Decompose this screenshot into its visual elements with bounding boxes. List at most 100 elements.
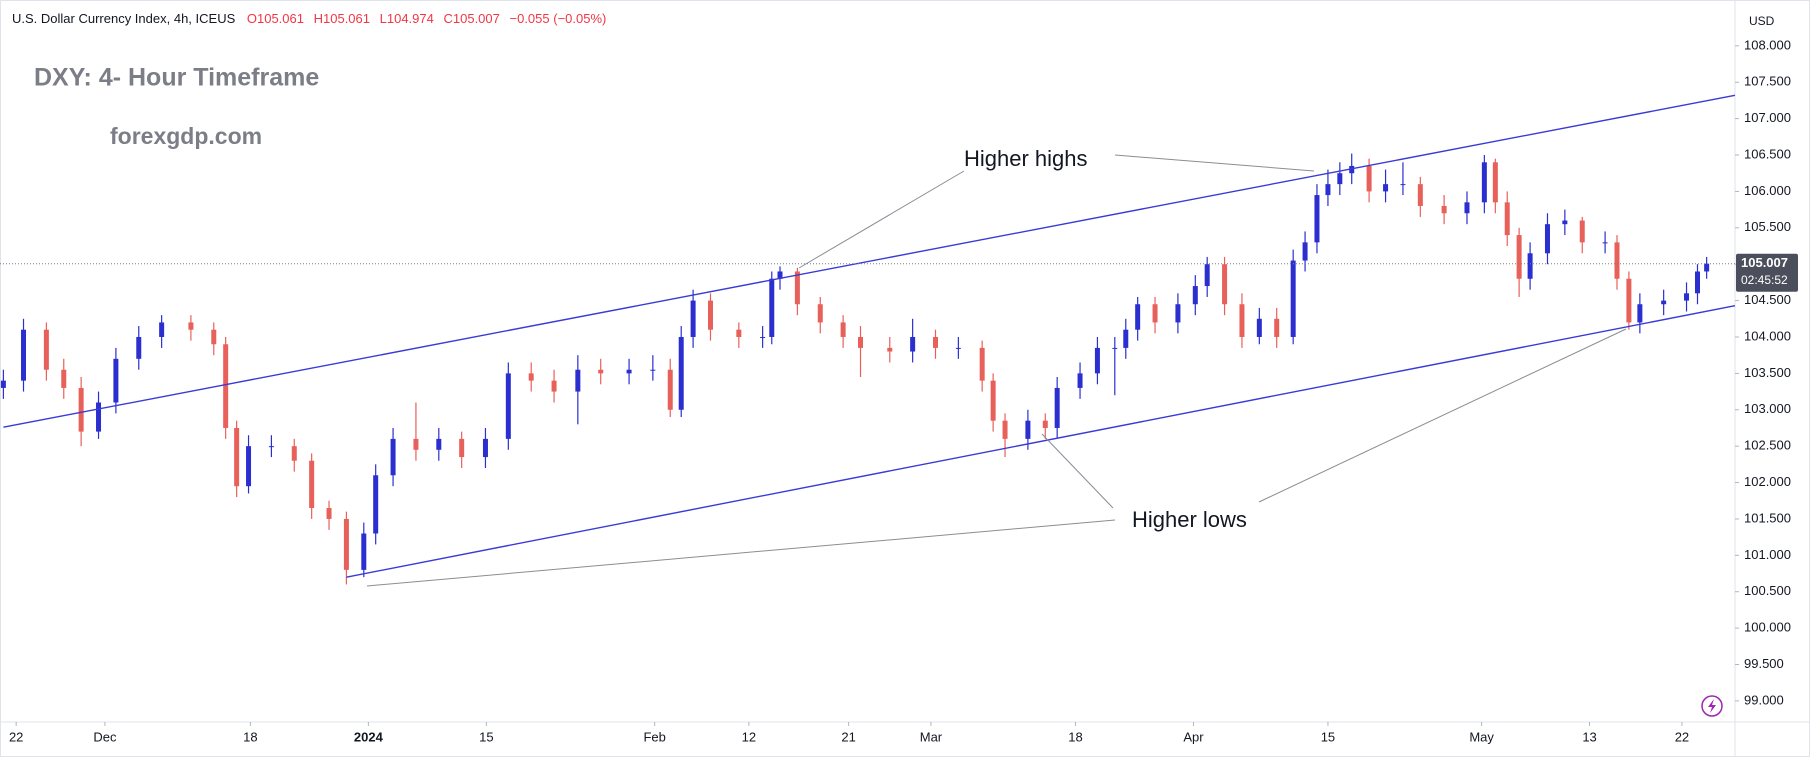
candle-body bbox=[955, 347, 961, 349]
candle-body bbox=[211, 329, 217, 345]
candle-body bbox=[309, 460, 315, 509]
candle-body bbox=[1290, 260, 1296, 337]
y-tick-label: 99.000 bbox=[1744, 692, 1784, 707]
candle-body bbox=[990, 380, 996, 421]
candle-body bbox=[0, 380, 6, 388]
candle-body bbox=[43, 329, 49, 370]
y-tick-label: 105.500 bbox=[1744, 219, 1791, 234]
candle-body bbox=[1314, 195, 1320, 243]
annotation: Higher lows bbox=[1132, 507, 1247, 532]
ohlc-value: L104.974 bbox=[380, 11, 434, 26]
candle-body bbox=[1661, 300, 1667, 305]
pointer-line bbox=[1258, 328, 1627, 503]
pointer-line bbox=[1041, 433, 1114, 509]
candle-body bbox=[373, 475, 379, 534]
candle-body bbox=[291, 446, 297, 461]
candle-body bbox=[1544, 224, 1550, 254]
candle-body bbox=[246, 446, 252, 487]
ohlc-value: H105.061 bbox=[314, 11, 370, 26]
y-tick-label: 107.000 bbox=[1744, 110, 1791, 125]
candle-body bbox=[1684, 293, 1690, 301]
candle-body bbox=[1614, 242, 1620, 279]
x-tick-label: 13 bbox=[1582, 729, 1596, 744]
pointer-line bbox=[1114, 154, 1315, 172]
candle-body bbox=[159, 322, 165, 337]
candle-body bbox=[1492, 162, 1498, 203]
candle-body bbox=[1626, 278, 1632, 323]
candle-body bbox=[528, 373, 534, 381]
candle-body bbox=[1464, 202, 1470, 214]
candle-body bbox=[678, 336, 684, 410]
currency-label: USD bbox=[1749, 14, 1775, 28]
y-tick-label: 104.500 bbox=[1744, 292, 1791, 307]
candle-body bbox=[234, 427, 240, 487]
candle-body bbox=[933, 336, 939, 348]
y-tick-label: 102.500 bbox=[1744, 438, 1791, 453]
candle-body bbox=[1516, 235, 1522, 279]
last-price-box bbox=[1736, 253, 1798, 292]
marks bbox=[0, 94, 1736, 585]
y-tick-label: 102.000 bbox=[1744, 474, 1791, 489]
candle-body bbox=[1204, 264, 1210, 287]
x-tick-label: May bbox=[1469, 729, 1494, 744]
ohlc-value: O105.061 bbox=[247, 11, 304, 26]
x-tick-label: 21 bbox=[841, 729, 855, 744]
overlay-title: DXY: 4- Hour Timeframe bbox=[34, 64, 319, 92]
x-tick-label: 15 bbox=[479, 729, 493, 744]
y-tick-label: 107.500 bbox=[1744, 74, 1791, 89]
y-tick-label: 103.500 bbox=[1744, 365, 1791, 380]
y-tick-label: 104.000 bbox=[1744, 328, 1791, 343]
candle-body bbox=[769, 278, 775, 337]
candle-body bbox=[1123, 329, 1129, 348]
candle-body bbox=[326, 508, 332, 519]
candle-body bbox=[794, 271, 800, 305]
x-tick-label: 22 bbox=[1675, 729, 1689, 744]
candle-body bbox=[136, 336, 142, 359]
candle-body bbox=[575, 369, 581, 392]
candle-body bbox=[1054, 387, 1060, 428]
symbol-title: U.S. Dollar Currency Index, 4h, ICEUS bbox=[12, 11, 236, 26]
candle-body bbox=[1637, 304, 1643, 323]
candle-body bbox=[113, 358, 119, 403]
candle-body bbox=[887, 347, 893, 352]
candle-body bbox=[979, 347, 985, 381]
ohlc-value: C105.007 bbox=[443, 11, 499, 26]
candle-body bbox=[1042, 420, 1048, 428]
x-tick-label: 12 bbox=[742, 729, 756, 744]
x-tick-label: Apr bbox=[1183, 729, 1204, 744]
x-tick-label: 2024 bbox=[354, 729, 384, 744]
x-tick-label: 15 bbox=[1321, 729, 1335, 744]
candle-body bbox=[1025, 420, 1031, 439]
candle-body bbox=[1400, 184, 1406, 186]
trendline bbox=[346, 304, 1736, 578]
candle-body bbox=[1481, 162, 1487, 203]
candle-body bbox=[1579, 220, 1585, 243]
candle-body bbox=[858, 336, 864, 348]
candle-body bbox=[1366, 165, 1372, 192]
candle-body bbox=[736, 329, 742, 337]
x-tick-label: Mar bbox=[920, 729, 943, 744]
candle-body bbox=[1383, 184, 1389, 192]
pointer-line bbox=[798, 170, 965, 269]
candle-body bbox=[343, 518, 349, 570]
candle-body bbox=[1337, 173, 1343, 185]
candle-body bbox=[1417, 184, 1423, 206]
candle-body bbox=[551, 380, 557, 392]
candle-body bbox=[1302, 242, 1308, 261]
candle-body bbox=[482, 438, 488, 458]
y-tick-label: 106.500 bbox=[1744, 146, 1791, 161]
candle-body bbox=[1274, 318, 1280, 337]
candle-body bbox=[78, 387, 84, 432]
x-tick-label: 18 bbox=[243, 729, 257, 744]
x-tick-label: Dec bbox=[93, 729, 117, 744]
x-tick-label: Feb bbox=[643, 729, 665, 744]
candle-body bbox=[1562, 220, 1568, 225]
y-tick-label: 100.000 bbox=[1744, 620, 1791, 635]
candle-body bbox=[1152, 304, 1158, 323]
candle-body bbox=[1002, 420, 1008, 439]
candle-body bbox=[1256, 318, 1262, 337]
candle-body bbox=[459, 438, 465, 458]
candle-body bbox=[1704, 263, 1710, 272]
